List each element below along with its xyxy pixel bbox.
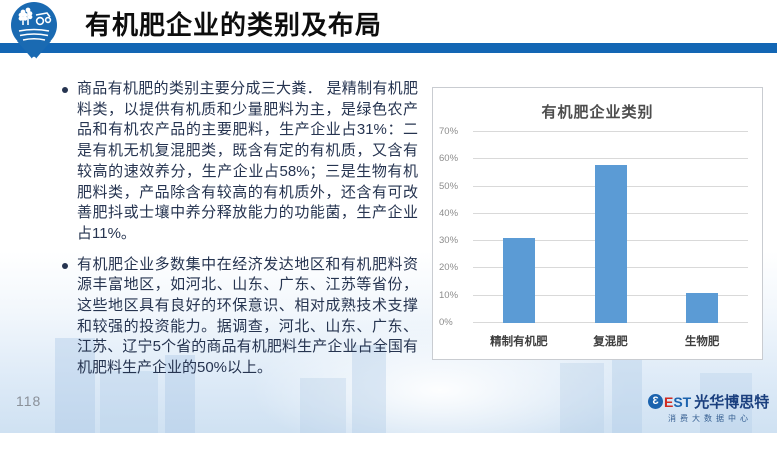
company-name: 光华博思特	[694, 394, 770, 411]
chart-bar-1	[502, 238, 535, 323]
x-axis-tick-label: 精制有机肥	[490, 336, 548, 348]
city-skyline-background	[0, 303, 777, 433]
building-shape	[165, 355, 195, 433]
bullet-item-2: 有机肥企业多数集中在经济发达地区和有机肥料资源丰富地区，如河北、山东、广东、江苏…	[60, 255, 418, 379]
chart-panel: 有机肥企业类别 0% 10% 20% 30% 40% 50% 60% 70% 精制有机肥 复混肥…	[432, 87, 763, 360]
best-logo: 3 E ST 光华博思特 消费大数据中心	[648, 391, 769, 424]
building-shape	[352, 345, 386, 433]
y-axis-tick-label: 10%	[439, 289, 459, 301]
y-axis-tick-label: 20%	[439, 262, 459, 274]
best-logo-letter-e: E	[664, 393, 674, 410]
chart-x-labels: 精制有机肥 复混肥 生物肥	[473, 333, 748, 351]
best-logo-row: 3 E ST 光华博思特	[648, 391, 769, 412]
chart-gridline	[473, 158, 748, 160]
y-axis-tick-label: 0%	[439, 317, 453, 328]
bullet-text-2: 有机肥企业多数集中在经济发达地区和有机肥料资源丰富地区，如河北、山东、广东、江苏…	[77, 255, 418, 377]
title-divider	[0, 43, 777, 53]
page-number: 118	[16, 393, 42, 409]
bullet-text-1: 商品有机肥的类别主要分成三大粪． 是精制有机肥料类，以提供有机质和少量肥料为主，…	[77, 80, 418, 242]
y-axis-tick-label: 70%	[439, 126, 459, 137]
building-shape	[55, 338, 95, 433]
building-shape	[100, 371, 158, 433]
company-subtitle: 消费大数据中心	[668, 414, 752, 423]
chart-bar-3	[686, 293, 719, 323]
best-logo-letters-st: ST	[673, 393, 692, 410]
bullet-item-1: 商品有机肥的类别主要分成三大粪． 是精制有机肥料类，以提供有机质和少量肥料为主，…	[60, 79, 418, 245]
bullet-list: 商品有机肥的类别主要分成三大粪． 是精制有机肥料类，以提供有机质和少量肥料为主，…	[60, 79, 418, 389]
x-axis-tick-label: 生物肥	[684, 336, 720, 348]
x-axis-tick-label: 复混肥	[593, 336, 628, 348]
chart-plot: 0% 10% 20% 30% 40% 50% 60% 70%	[439, 126, 748, 328]
page-title: 有机肥企业的类别及布局	[85, 10, 383, 40]
y-axis-tick-label: 30%	[439, 235, 459, 247]
chart-bar-2	[594, 164, 627, 323]
y-axis-tick-label: 40%	[439, 207, 459, 219]
y-axis-tick-label: 60%	[439, 153, 459, 165]
chart-gridline	[473, 131, 748, 132]
building-shape	[700, 373, 752, 433]
y-axis-tick-label: 50%	[439, 180, 459, 192]
building-shape	[560, 363, 604, 433]
best-logo-b-icon: 3	[648, 394, 663, 409]
building-shape	[300, 378, 346, 433]
chart-title: 有机肥企业类别	[541, 104, 654, 121]
agriculture-pin-icon	[7, 1, 61, 68]
